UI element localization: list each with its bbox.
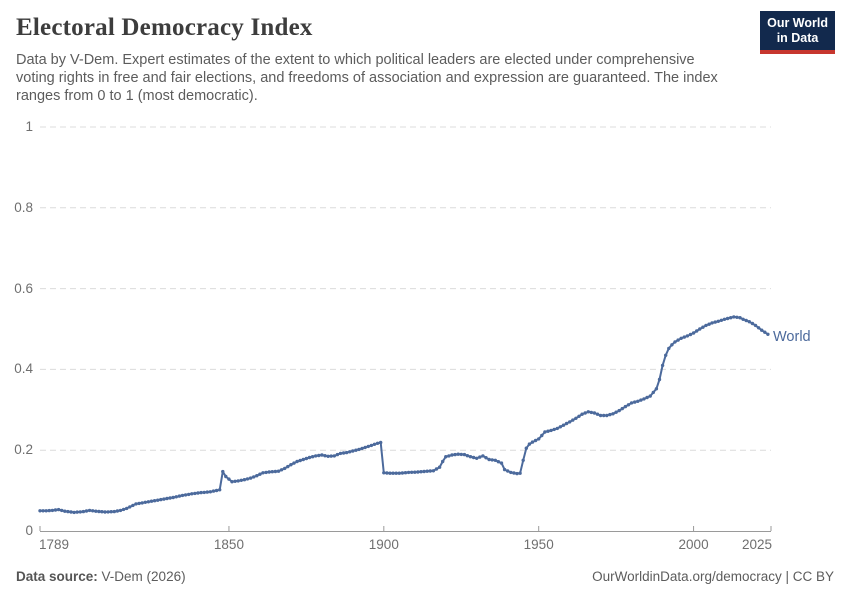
y-axis-tick-label: 0 xyxy=(25,523,33,538)
owid-logo: Our World in Data xyxy=(760,11,835,54)
y-axis-tick-label: 0.2 xyxy=(14,442,33,458)
page-title: Electoral Democracy Index xyxy=(16,14,313,41)
data-source-label: Data source: xyxy=(16,569,98,584)
series-label-world: World xyxy=(773,329,811,345)
y-axis-tick-label: 0.6 xyxy=(14,280,33,296)
owid-logo-line2: in Data xyxy=(776,31,819,45)
world-line-series xyxy=(39,315,769,514)
y-axis-tick-label: 0.4 xyxy=(14,361,33,377)
chart-subtitle: Data by V-Dem. Expert estimates of the e… xyxy=(16,52,718,104)
owid-logo-line1: Our World xyxy=(767,16,828,30)
y-axis-tick-label: 0.8 xyxy=(14,199,33,215)
x-axis-tick-label: 1789 xyxy=(39,537,70,552)
x-axis-tick-label: 2025 xyxy=(741,537,772,552)
x-axis-tick-label: 1850 xyxy=(213,537,244,552)
attribution-link[interactable]: OurWorldinData.org/democracy | CC BY xyxy=(592,569,834,584)
x-axis-tick-label: 1900 xyxy=(368,537,399,552)
x-axis-tick-label: 2000 xyxy=(678,537,709,552)
data-source-note: Data source: V-Dem (2026) xyxy=(16,569,186,584)
data-source-value: V-Dem (2026) xyxy=(101,569,186,584)
x-axis-tick-label: 1950 xyxy=(523,537,554,552)
y-axis-tick-label: 1 xyxy=(25,119,33,134)
